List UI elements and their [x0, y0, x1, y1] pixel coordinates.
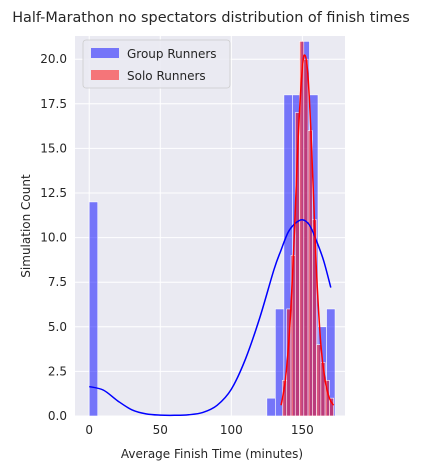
group-runners-bar: [266, 397, 276, 417]
x-axis-label: Average Finish Time (minutes): [121, 447, 303, 461]
legend-label: Solo Runners: [127, 69, 206, 83]
y-tick-label: 10.0: [40, 231, 67, 245]
legend: Group Runners Solo Runners: [82, 39, 231, 89]
x-tick-label: 150: [291, 423, 314, 437]
y-tick-label: 0.0: [48, 409, 67, 423]
y-axis-ticks: 0.0 2.5 5.0 7.5 10.0 12.5 15.0 17.5 20.0: [40, 52, 67, 423]
solo-runners-bar: [316, 344, 322, 417]
solo-runners-kde-line: [280, 54, 335, 406]
group-runners-bar: [88, 201, 99, 417]
y-tick-label: 20.0: [40, 52, 67, 66]
y-tick-label: 17.5: [40, 97, 67, 111]
chart-title: Half-Marathon no spectators distribution…: [12, 10, 410, 26]
solo-runners-bar: [329, 397, 334, 417]
kde-curves: [89, 54, 335, 417]
y-axis-label: Simulation Count: [19, 174, 33, 278]
legend-box: [82, 39, 231, 89]
y-tick-label: 15.0: [40, 141, 67, 155]
y-tick-label: 7.5: [48, 275, 67, 289]
histogram-bars: [88, 41, 336, 417]
legend-swatch: [91, 70, 119, 80]
x-axis-ticks: 0 50 100 150: [85, 423, 313, 437]
legend-swatch: [91, 48, 119, 58]
x-tick-label: 100: [220, 423, 243, 437]
solo-runners-bar: [303, 58, 309, 417]
x-tick-label: 0: [85, 423, 93, 437]
y-tick-label: 2.5: [48, 364, 67, 378]
x-tick-label: 50: [153, 423, 168, 437]
solo-runners-bar: [307, 130, 313, 417]
legend-label: Group Runners: [127, 47, 217, 61]
y-tick-label: 5.0: [48, 320, 67, 334]
group-runners-kde-line: [89, 218, 332, 417]
y-tick-label: 12.5: [40, 186, 67, 200]
